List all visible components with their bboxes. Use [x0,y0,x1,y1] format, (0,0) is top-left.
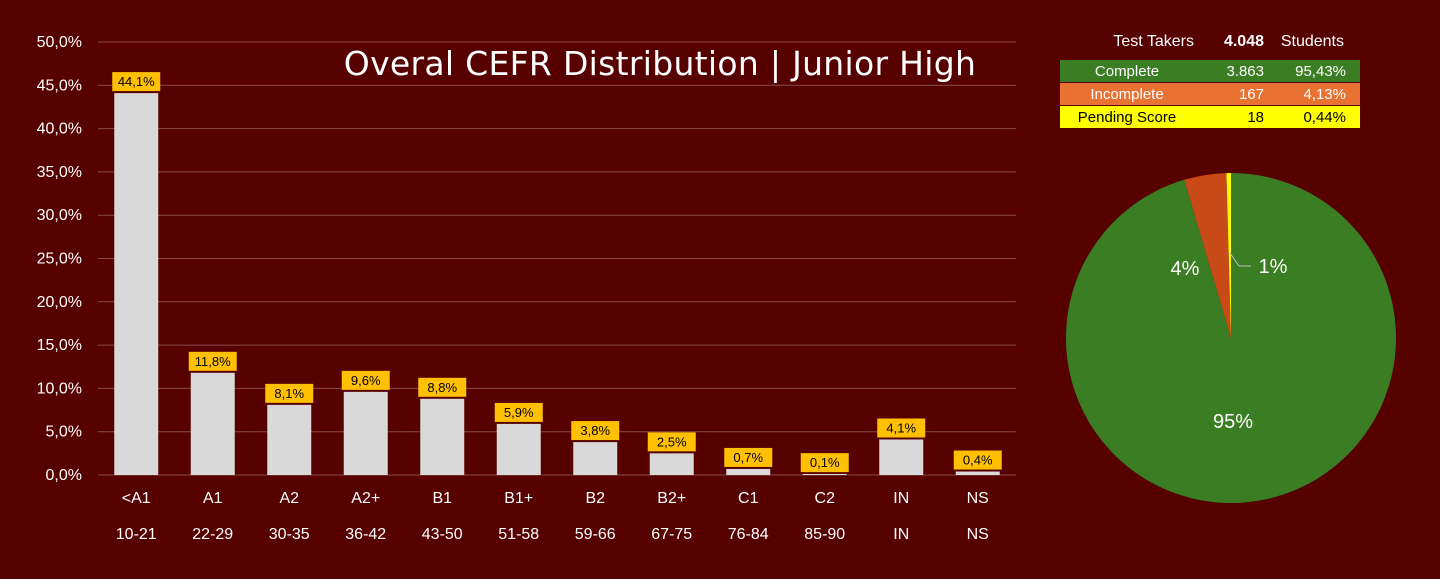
pie-label: 95% [1213,411,1253,433]
x-tick-label: A2 [279,490,299,507]
bar [267,404,312,475]
x-tick-label: C1 [738,490,759,507]
y-tick-label: 0,0% [46,467,82,484]
y-tick-label: 35,0% [37,164,82,181]
y-tick-label: 15,0% [37,337,82,354]
data-label-box [877,418,926,438]
x-tick-label: IN [893,490,909,507]
bar [420,398,465,475]
y-tick-label: 50,0% [37,34,82,51]
x-tick-label: A2+ [351,490,380,507]
x-range-label: 10-21 [116,526,157,543]
bar [955,471,1000,475]
stats-count: 18 [1247,108,1264,126]
x-range-label: 51-58 [498,526,539,543]
pie-label: 4% [1171,258,1200,280]
pie-chart: 95% 4% 1% [1066,173,1396,503]
stats-label: Pending Score [1077,108,1177,126]
x-tick-label: A1 [203,490,223,507]
data-label: 2,5% [657,434,687,449]
data-label: 0,1% [810,455,840,470]
bar [343,391,388,475]
y-tick-label: 20,0% [37,294,82,311]
x-range-label: 43-50 [422,526,463,543]
data-label: 0,7% [733,450,763,465]
bar [802,474,847,475]
y-tick-label: 5,0% [46,424,82,441]
data-label: 4,1% [886,420,916,435]
y-tick-label: 30,0% [37,207,82,224]
stats-row-incomplete: Incomplete 167 4,13% [1060,83,1360,105]
x-tick-label: B1 [432,490,452,507]
x-range-label: 59-66 [575,526,616,543]
x-tick-label: B2 [585,490,605,507]
stats-row-complete: Complete 3.863 95,43% [1060,60,1360,82]
bar [190,372,235,475]
x-tick-label: NS [967,490,989,507]
bar [496,423,541,475]
data-label-box [724,447,773,467]
bar [114,93,159,476]
stats-row-pending: Pending Score 18 0,44% [1060,106,1360,128]
test-takers-row: Test Takers 4.048 Students [1060,30,1360,54]
x-tick-label: C2 [815,490,836,507]
x-range-label: 67-75 [651,526,692,543]
stats-label: Complete [1094,62,1160,80]
data-label: 3,8% [580,423,610,438]
data-label: 8,8% [427,380,457,395]
pie-label: 1% [1259,256,1288,278]
stats-table: Test Takers 4.048 Students Complete 3.86… [1060,30,1360,128]
test-takers-unit: Students [1280,33,1344,50]
x-tick-label: <A1 [122,490,151,507]
x-range-label: 22-29 [192,526,233,543]
x-range-label: 85-90 [804,526,845,543]
data-label-box [953,450,1002,470]
x-range-label: IN [893,526,909,543]
bar [573,442,618,475]
data-label: 9,6% [351,373,381,388]
x-range-label: 36-42 [345,526,386,543]
bar-chart: 0,0% 5,0% 10,0% 15,0% 20,0% 25,0% 30,0% 35,0% 40… [37,34,1016,543]
x-range-label: 76-84 [728,526,769,543]
chart-title: Overal CEFR Distribution | Junior High [343,44,977,83]
test-takers-count: 4.048 [1223,33,1264,50]
stats-count: 3.863 [1226,62,1264,80]
stats-pct: 95,43% [1295,62,1346,80]
data-label: 0,4% [963,453,993,468]
bar [649,453,694,475]
x-tick-label: B1+ [504,490,533,507]
stats-count: 167 [1238,85,1264,103]
data-label: 11,8% [195,354,231,369]
data-label-box [571,421,620,441]
y-tick-label: 10,0% [37,380,82,397]
y-tick-label: 45,0% [37,77,82,94]
data-label-box [800,453,849,473]
data-label-box [188,351,237,371]
data-label-box [494,402,543,422]
test-takers-label: Test Takers [1113,33,1194,50]
data-label: 8,1% [274,386,304,401]
x-range-label: 30-35 [269,526,310,543]
stats-pct: 0,44% [1303,108,1346,126]
data-label-box [341,370,390,390]
pie-slice-pending-score [1226,173,1231,338]
x-tick-label: B2+ [657,490,686,507]
pie-leader-line [1229,252,1251,267]
data-label-box [418,377,467,397]
bar [726,468,771,475]
data-label: 44,1% [118,74,155,89]
x-range-label: NS [967,526,989,543]
y-tick-label: 25,0% [37,251,82,268]
pie-slice-incomplete [1184,173,1231,338]
data-label: 5,9% [504,405,534,420]
bar [879,439,924,475]
stats-label: Incomplete [1090,85,1164,103]
data-label-box [112,72,161,92]
data-label-box [647,432,696,452]
data-label-box [265,383,314,403]
stats-pct: 4,13% [1303,85,1346,103]
y-tick-label: 40,0% [37,121,82,138]
